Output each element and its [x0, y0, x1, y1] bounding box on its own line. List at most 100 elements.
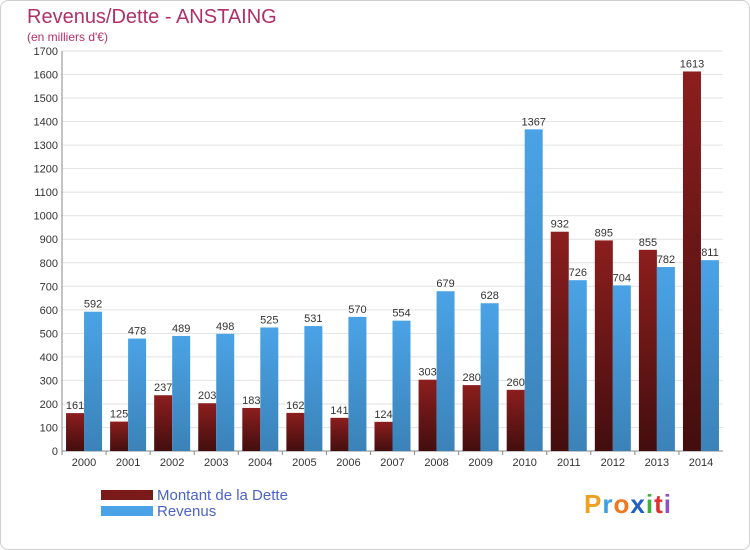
y-tick-label: 1000	[34, 211, 58, 223]
bar-revenue	[656, 267, 675, 451]
y-tick-label: 600	[40, 305, 58, 317]
bar-revenue	[128, 338, 147, 451]
data-label-revenue: 628	[480, 290, 498, 302]
data-label-debt: 183	[242, 395, 260, 407]
bar-debt	[154, 395, 173, 451]
x-tick-label: 2000	[72, 457, 96, 469]
data-label-revenue: 1367	[521, 116, 545, 128]
bar-debt	[198, 403, 217, 451]
x-tick-label: 2006	[336, 457, 360, 469]
y-tick-label: 0	[52, 446, 58, 458]
bar-debt	[418, 379, 437, 451]
data-label-debt: 125	[110, 409, 128, 421]
x-tick-label: 2003	[204, 457, 228, 469]
x-tick-label: 2014	[689, 457, 713, 469]
bar-revenue	[700, 260, 719, 451]
x-tick-label: 2002	[160, 457, 184, 469]
y-tick-label: 1600	[34, 70, 58, 82]
data-label-debt: 260	[507, 377, 525, 389]
y-tick-label: 500	[40, 328, 58, 340]
data-label-revenue: 782	[657, 254, 675, 266]
x-tick-label: 2012	[601, 457, 625, 469]
bar-debt	[462, 385, 481, 451]
data-label-debt: 303	[418, 367, 436, 379]
data-label-revenue: 531	[304, 313, 322, 325]
legend-item-revenue: Revenus	[101, 502, 288, 520]
bar-debt	[110, 421, 129, 451]
bar-debt	[374, 421, 393, 451]
legend-label-revenue: Revenus	[157, 502, 217, 520]
data-label-debt: 161	[66, 400, 84, 412]
bar-revenue	[392, 320, 411, 451]
legend-swatch-debt	[101, 490, 153, 500]
data-label-debt: 932	[551, 219, 569, 231]
y-tick-label: 1400	[34, 117, 58, 129]
bar-revenue	[612, 285, 631, 451]
logo-letter: o	[613, 489, 631, 519]
data-label-debt: 280	[462, 372, 480, 384]
data-label-debt: 203	[198, 390, 216, 402]
y-tick-label: 300	[40, 375, 58, 387]
data-label-debt: 895	[595, 227, 613, 239]
data-label-revenue: 525	[260, 314, 278, 326]
x-tick-label: 2001	[116, 457, 140, 469]
bar-revenue	[172, 335, 191, 451]
proxiti-logo: Proxiti	[584, 489, 672, 520]
bar-revenue	[436, 291, 455, 451]
y-tick-label: 100	[40, 422, 58, 434]
x-tick-label: 2013	[645, 457, 669, 469]
chart-subtitle: (en milliers d'€)	[27, 30, 108, 44]
bar-revenue	[524, 129, 543, 451]
bar-debt	[506, 389, 525, 451]
y-tick-label: 400	[40, 352, 58, 364]
data-label-debt: 124	[374, 409, 392, 421]
bar-revenue	[348, 316, 367, 451]
bar-debt	[550, 231, 569, 451]
x-tick-label: 2010	[512, 457, 536, 469]
data-label-revenue: 726	[569, 267, 587, 279]
legend-label-debt: Montant de la Dette	[157, 486, 288, 504]
bar-debt	[286, 412, 305, 451]
y-tick-label: 700	[40, 281, 58, 293]
bar-debt	[66, 413, 85, 451]
x-tick-label: 2009	[468, 457, 492, 469]
legend-swatch-revenue	[101, 506, 153, 516]
y-tick-label: 1100	[34, 187, 58, 199]
y-tick-label: 800	[40, 258, 58, 270]
logo-letter: P	[584, 489, 603, 519]
data-label-debt: 1613	[680, 58, 704, 70]
bar-debt	[594, 240, 613, 451]
legend: Montant de la Dette Revenus	[101, 486, 288, 520]
y-tick-label: 1700	[34, 46, 58, 58]
data-label-revenue: 679	[436, 278, 454, 290]
logo-letter: i	[663, 489, 672, 519]
y-tick-label: 1500	[34, 93, 58, 105]
bar-debt	[242, 407, 261, 451]
x-tick-label: 2005	[292, 457, 316, 469]
logo-letter: t	[654, 489, 664, 519]
data-label-revenue: 554	[392, 308, 410, 320]
logo-letter: r	[602, 489, 614, 519]
bar-revenue	[568, 280, 587, 451]
bar-revenue	[260, 327, 279, 451]
logo-letter: i	[645, 489, 655, 519]
bar-revenue	[304, 326, 323, 451]
y-tick-label: 1300	[34, 140, 58, 152]
legend-item-debt: Montant de la Dette	[101, 486, 288, 504]
data-label-debt: 141	[330, 405, 348, 417]
data-label-revenue: 478	[128, 326, 146, 338]
data-label-revenue: 489	[172, 323, 190, 335]
data-label-revenue: 592	[84, 299, 102, 311]
y-tick-label: 200	[40, 399, 58, 411]
bar-debt	[330, 417, 349, 451]
y-tick-label: 1200	[34, 164, 58, 176]
data-label-revenue: 498	[216, 321, 234, 333]
data-label-debt: 237	[154, 382, 172, 394]
bar-debt	[638, 249, 657, 451]
data-label-revenue: 570	[348, 304, 366, 316]
data-label-revenue: 704	[613, 272, 631, 284]
x-tick-label: 2007	[380, 457, 404, 469]
data-label-debt: 162	[286, 400, 304, 412]
